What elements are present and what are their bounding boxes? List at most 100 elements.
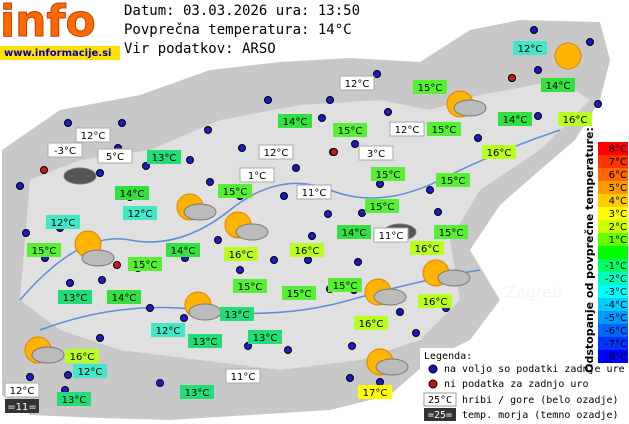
station-label-box xyxy=(147,150,181,164)
station-label-box xyxy=(166,243,200,257)
station-label-box xyxy=(410,241,444,255)
station-label-box xyxy=(107,290,141,304)
station-label-box xyxy=(115,186,149,200)
station-temperature: 12°C xyxy=(264,148,289,159)
scale-label: -3°C xyxy=(605,287,627,298)
station-temperature: 15°C xyxy=(287,289,312,300)
scale-label: 2°C xyxy=(609,222,627,233)
scale-label: 4°C xyxy=(609,196,627,207)
station-temperature: 15°C xyxy=(333,281,358,292)
station-temperature: 11°C xyxy=(231,372,256,383)
station-temperature: 14°C xyxy=(283,117,308,128)
station-label-box xyxy=(333,123,367,137)
station-dot xyxy=(64,119,72,127)
scale-label: -4°C xyxy=(605,300,627,311)
station-dot xyxy=(96,334,104,342)
station-dot xyxy=(586,38,594,46)
scale-label: 5°C xyxy=(609,183,627,194)
station-dot xyxy=(318,114,326,122)
legend-missing: ni podatka za zadnjo uro xyxy=(444,379,589,390)
station-dot xyxy=(22,229,30,237)
source-line: Vir podatkov: ARSO xyxy=(124,41,276,57)
station-label-box xyxy=(296,184,332,200)
station-dot xyxy=(142,162,150,170)
station-label-box xyxy=(128,257,162,271)
scale-label: -8°C xyxy=(605,352,627,363)
average-line: Povprečna temperatura: 14°C xyxy=(124,22,352,38)
station-label-box xyxy=(75,127,111,143)
scale-label: -1°C xyxy=(605,261,627,272)
station-dot xyxy=(373,70,381,78)
station-temperature: 13°C xyxy=(225,310,250,321)
station-label-box xyxy=(290,243,324,257)
station-temperature: 15°C xyxy=(439,228,464,239)
station-temperature: 12°C xyxy=(345,79,370,90)
station-temperature: 15°C xyxy=(418,83,443,94)
station-temperature: 12°C xyxy=(518,44,543,55)
station-dot xyxy=(358,209,366,217)
station-temperature: 15°C xyxy=(133,260,158,271)
scale-swatch xyxy=(598,272,628,285)
station-temperature: =11= xyxy=(7,402,36,413)
station-label-box xyxy=(413,80,447,94)
station-dot xyxy=(292,164,300,172)
station-label-box xyxy=(27,243,61,257)
scale-label: -7°C xyxy=(605,339,627,350)
station-dot xyxy=(64,371,72,379)
station-label-box xyxy=(258,144,294,160)
station-dot xyxy=(280,192,288,200)
station-dot xyxy=(530,26,538,34)
station-label-box xyxy=(541,78,575,92)
station-dot xyxy=(376,378,384,386)
scale-swatch xyxy=(598,324,628,337)
station-temperature: 16°C xyxy=(70,352,95,363)
scale-swatch xyxy=(598,259,628,272)
cloud-icon xyxy=(375,358,409,376)
station-dot xyxy=(346,374,354,382)
station-temperature: 13°C xyxy=(63,293,88,304)
legend-sea-text: temp. morja (temno ozadje) xyxy=(462,410,619,421)
station-label-box xyxy=(558,112,592,126)
cloud-icon xyxy=(81,249,115,267)
station-temperature: 15°C xyxy=(432,125,457,136)
station-temperature: 5°C xyxy=(106,152,124,163)
scale-swatch xyxy=(598,246,628,259)
station-temperature: 12°C xyxy=(78,367,103,378)
station-dot xyxy=(534,112,542,120)
scale-swatch xyxy=(598,220,628,233)
station-label-box xyxy=(373,227,409,243)
station-temperature: 16°C xyxy=(423,297,448,308)
station-dot xyxy=(146,304,154,312)
cloud-icon xyxy=(235,223,269,241)
station-dot-missing xyxy=(40,166,48,174)
station-dot xyxy=(396,308,404,316)
scale-swatch xyxy=(598,207,628,220)
station-dot xyxy=(98,276,106,284)
scale-swatch xyxy=(598,311,628,324)
station-temperature: 13°C xyxy=(152,153,177,164)
station-dot xyxy=(236,266,244,274)
site-url[interactable]: www.informacije.si xyxy=(4,48,112,59)
legend-mountain-text: hribi / gore (belo ozadje) xyxy=(462,395,619,406)
scale-label: -5°C xyxy=(605,313,627,324)
river xyxy=(39,269,481,331)
legend-sea-box xyxy=(424,408,456,421)
station-label-box xyxy=(365,199,399,213)
station-temperature: 16°C xyxy=(487,148,512,159)
station-dot xyxy=(426,186,434,194)
station-dot xyxy=(474,134,482,142)
station-temperature: 14°C xyxy=(342,228,367,239)
station-dot xyxy=(351,140,359,148)
station-temperature: 13°C xyxy=(193,337,218,348)
scale-label: -2°C xyxy=(605,274,627,285)
scale-swatch xyxy=(598,194,628,207)
station-dot xyxy=(324,210,332,218)
station-label-box xyxy=(5,399,39,413)
station-temperature: 13°C xyxy=(253,333,278,344)
station-label-box xyxy=(418,294,452,308)
cloud-icon xyxy=(183,203,217,221)
scale-title: Odstopanje od povprečne temperature: xyxy=(583,127,596,373)
legend-mountain-sample: 25°C xyxy=(428,395,452,406)
station-temperature: 14°C xyxy=(120,189,145,200)
station-label-box xyxy=(354,316,388,330)
